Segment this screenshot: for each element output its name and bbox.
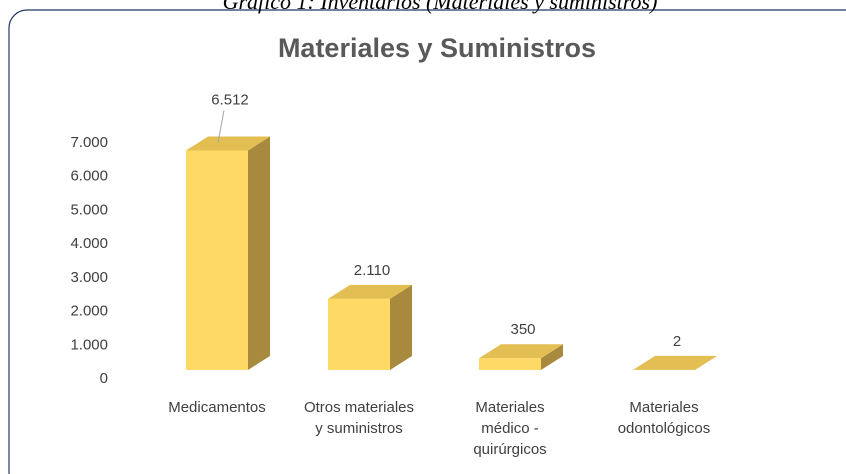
y-tick-label: 4.000 [70,235,108,252]
x-tick-label: Medicamentos [168,399,266,416]
bar-top [186,136,270,151]
x-tick-label: Materiales médico - quirúrgicos [473,399,547,458]
y-tick-label: 1.000 [70,336,108,353]
bar-top [479,344,563,359]
bar-side [390,284,412,370]
y-tick-label: 3.000 [70,269,108,286]
y-tick-label: 7.000 [70,134,108,151]
bar-side [248,136,270,370]
bar-side [541,344,563,370]
x-tick-label: Materiales odontológicos [617,399,711,437]
value-label: 2.110 [354,262,390,279]
value-label: 6.512 [211,91,249,108]
x-tick-label: Otros materiales y suministros [303,399,415,437]
y-tick-label: 6.000 [70,168,108,185]
bar [328,298,390,370]
bar-top [328,284,412,299]
value-label: 2 [673,333,681,350]
y-tick-label: 5.000 [70,201,108,218]
y-tick-label: 0 [100,370,108,387]
y-tick-label: 2.000 [70,303,108,320]
caption: Gráfico 1: Inventarios (Materiales y sum… [223,0,658,14]
chart-title: Materiales y Suministros [278,33,596,63]
value-label: 350 [510,321,535,338]
bar [479,358,541,370]
bar-side [695,355,717,370]
bar [186,150,248,370]
bar-top [633,355,717,370]
leader-line [217,110,225,143]
